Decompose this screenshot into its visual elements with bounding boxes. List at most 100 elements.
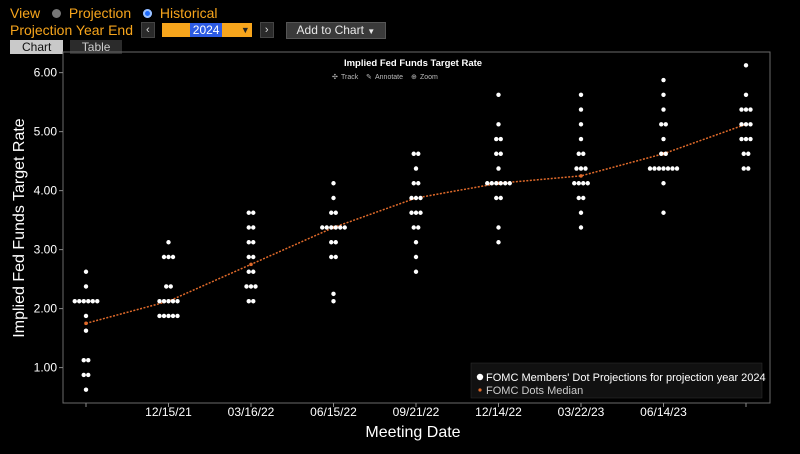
- projection-dot: [251, 225, 256, 230]
- zoom-tool[interactable]: Zoom: [420, 74, 438, 81]
- projection-dot: [331, 299, 336, 304]
- projection-dot: [743, 63, 749, 68]
- projection-dot: [661, 210, 666, 215]
- projection-label[interactable]: Projection: [68, 5, 132, 22]
- x-tick-label: 12/15/21: [145, 405, 192, 419]
- projection-dot: [72, 299, 77, 304]
- projection-dot: [329, 225, 334, 230]
- projection-dot: [578, 166, 584, 171]
- projection-dot: [168, 284, 173, 289]
- projection-dot: [652, 166, 657, 171]
- projection-dot: [581, 195, 586, 201]
- track-tool[interactable]: Track: [341, 74, 359, 81]
- projection-dot: [741, 151, 746, 156]
- projection-dot: [498, 136, 503, 142]
- projection-dot: [496, 92, 501, 97]
- projection-dot: [246, 299, 251, 304]
- projection-dot: [489, 181, 494, 186]
- projection-dot: [170, 313, 176, 319]
- projection-dot: [83, 269, 89, 274]
- projection-dot: [578, 92, 584, 97]
- projection-dot: [494, 181, 499, 186]
- projection-dot: [413, 269, 419, 274]
- projection-dot: [485, 181, 490, 186]
- historical-radio[interactable]: [143, 8, 153, 18]
- projection-dot: [578, 107, 584, 112]
- x-tick-label: 12/14/22: [475, 405, 522, 419]
- projection-dot: [494, 151, 499, 156]
- projection-dot: [498, 195, 503, 201]
- historical-label[interactable]: Historical: [159, 5, 218, 22]
- projection-dot: [248, 284, 254, 289]
- next-year-button[interactable]: ›: [259, 22, 274, 39]
- projection-dot: [83, 284, 89, 289]
- annotate-tool[interactable]: Annotate: [375, 74, 403, 81]
- y-axis: 1.00 2.00 3.00 4.00 5.00 6.00: [34, 66, 63, 375]
- projection-dot: [661, 136, 666, 142]
- year-value: 2024: [189, 23, 223, 38]
- projection-dot: [661, 107, 666, 112]
- projection-dot: [90, 299, 95, 304]
- projection-dot: [494, 136, 499, 142]
- median-point: [249, 262, 253, 267]
- projection-dot: [743, 92, 749, 97]
- projection-dot: [333, 254, 338, 260]
- view-tabs: Chart Table: [10, 38, 124, 54]
- projection-dot: [496, 166, 501, 171]
- legend-dots-label: FOMC Members' Dot Projections for projec…: [486, 372, 766, 384]
- projection-dot: [86, 372, 91, 378]
- projection-dot: [503, 181, 508, 186]
- projection-dot: [246, 225, 251, 230]
- projection-dot: [166, 240, 171, 245]
- projection-year-row: Projection Year End ‹ 2024 ▼ › Add to Ch…: [10, 21, 387, 39]
- add-to-chart-button[interactable]: Add to Chart ▼: [285, 21, 387, 39]
- tab-chart[interactable]: Chart: [10, 40, 64, 54]
- x-tick-label: 06/15/22: [310, 405, 357, 419]
- y-tick-label: 5.00: [34, 125, 58, 139]
- projection-dot: [251, 210, 256, 215]
- projection-dot: [411, 151, 416, 156]
- projection-dot: [661, 166, 666, 171]
- projection-dot: [253, 284, 258, 289]
- year-select[interactable]: 2024 ▼: [161, 23, 252, 38]
- projection-dot: [670, 166, 675, 171]
- projection-dot: [166, 254, 171, 260]
- projection-dot: [661, 181, 666, 186]
- projection-dot: [674, 166, 680, 171]
- projection-dot: [416, 225, 421, 230]
- projection-dot: [329, 254, 334, 260]
- zoom-icon[interactable]: ⊕: [411, 74, 417, 81]
- projection-dot: [333, 225, 338, 230]
- y-tick-label: 1.00: [34, 361, 58, 375]
- legend-dot-marker: [476, 373, 484, 381]
- projection-dot: [175, 299, 180, 304]
- x-axis-label: Meeting Date: [365, 424, 460, 441]
- y-tick-label: 4.00: [34, 184, 58, 198]
- annotate-icon[interactable]: ✎: [366, 74, 372, 81]
- chart-title: Implied Fed Funds Target Rate: [344, 58, 482, 69]
- projection-dot: [418, 210, 423, 215]
- projection-dot: [86, 358, 91, 363]
- projection-dot: [748, 136, 753, 142]
- projection-dot: [574, 166, 579, 171]
- projection-dot: [331, 181, 336, 186]
- projection-dot: [170, 299, 176, 304]
- projection-dot: [329, 240, 334, 245]
- projection-dot: [409, 210, 414, 215]
- projection-dot: [739, 122, 744, 127]
- projection-dot: [246, 240, 251, 245]
- legend-median-marker: [478, 388, 482, 392]
- tab-table[interactable]: Table: [69, 40, 123, 54]
- projection-radio[interactable]: [51, 8, 61, 18]
- chart-tools: ✣ Track ✎ Annotate ⊕ Zoom: [332, 73, 438, 81]
- projection-dot: [251, 269, 256, 274]
- add-to-chart-label: Add to Chart: [296, 22, 364, 37]
- projection-dot: [244, 284, 249, 289]
- prev-year-button[interactable]: ‹: [140, 22, 155, 39]
- projection-dot: [83, 313, 89, 319]
- track-icon[interactable]: ✣: [332, 73, 338, 81]
- projection-dot: [175, 313, 180, 319]
- projection-dot: [86, 299, 91, 304]
- projection-dot: [81, 358, 86, 363]
